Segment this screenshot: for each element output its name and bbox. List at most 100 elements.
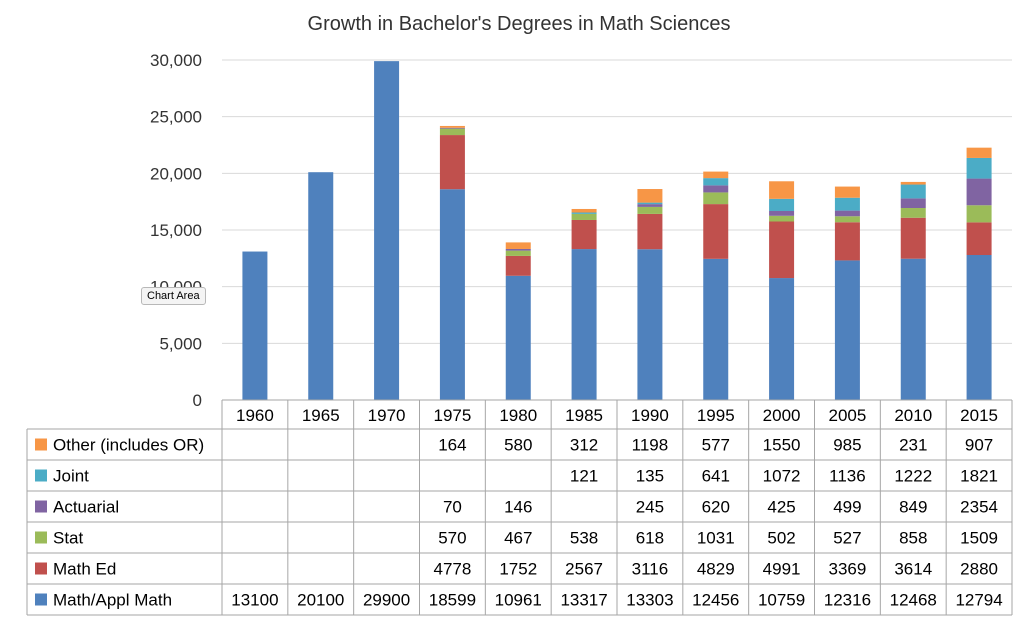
legend-key	[35, 438, 47, 451]
legend-key	[35, 469, 47, 482]
category-label: 2005	[829, 406, 867, 425]
bar-segment	[703, 185, 729, 193]
data-table-cell: 29900	[363, 591, 410, 610]
bar-segment	[900, 258, 926, 400]
data-table-cell: 620	[702, 498, 730, 517]
data-table-cell: 13303	[626, 591, 673, 610]
bar-segment	[769, 210, 795, 216]
bar-segment	[769, 221, 795, 279]
bar-segment	[439, 135, 465, 190]
bar-segment	[900, 217, 926, 259]
data-table-cell: 1821	[960, 467, 998, 486]
bar-segment	[637, 202, 663, 205]
series-name: Actuarial	[53, 498, 119, 517]
series-name: Joint	[53, 467, 89, 486]
data-table-cell: 527	[833, 529, 861, 548]
data-table-cell: 13100	[231, 591, 278, 610]
bar-segment	[703, 171, 729, 179]
category-label: 2010	[894, 406, 932, 425]
data-table-cell: 502	[767, 529, 795, 548]
y-tick-label: 15,000	[150, 221, 202, 240]
data-table-cell: 121	[570, 467, 598, 486]
data-table-cell: 3614	[894, 560, 932, 579]
bar-segment	[834, 260, 860, 400]
bar-segment	[834, 210, 860, 217]
data-table-cell: 1222	[894, 467, 932, 486]
bar-segment	[637, 206, 663, 214]
bar-segment	[966, 222, 992, 256]
series-name: Stat	[53, 529, 84, 548]
bar-segment	[966, 205, 992, 223]
bar-segment	[439, 189, 465, 400]
bar-segment	[966, 255, 992, 400]
data-table-cell: 618	[636, 529, 664, 548]
data-table-cell: 2567	[565, 560, 603, 579]
y-tick-label: 0	[193, 391, 202, 410]
data-table-cell: 164	[438, 436, 466, 455]
data-table-cell: 12456	[692, 591, 739, 610]
bar-segment	[703, 258, 729, 400]
bar-segment	[505, 255, 531, 276]
data-table-cell: 3369	[829, 560, 867, 579]
data-table-cell: 3116	[632, 560, 669, 579]
data-table-cell: 425	[767, 498, 795, 517]
bar-segment	[505, 250, 531, 256]
bar-segment	[769, 181, 795, 199]
category-label: 1985	[565, 406, 603, 425]
bar-segment	[703, 204, 729, 259]
data-table-cell: 312	[570, 436, 598, 455]
bar-segment	[769, 215, 795, 222]
bar-segment	[439, 127, 465, 129]
data-table-cell: 12794	[955, 591, 1002, 610]
chart-area-tooltip: Chart Area	[141, 287, 206, 305]
data-table-cell: 849	[899, 498, 927, 517]
y-tick-label: 25,000	[150, 108, 202, 127]
bar-segment	[505, 248, 531, 251]
data-table-cell: 641	[702, 467, 730, 486]
data-table-cell: 135	[636, 467, 664, 486]
bar-segment	[439, 125, 465, 128]
bar-segment	[834, 197, 860, 211]
series-name: Other (includes OR)	[53, 436, 204, 455]
category-label: 1965	[302, 406, 340, 425]
bar-segment	[966, 157, 992, 179]
data-table-cell: 13317	[560, 591, 607, 610]
category-label: 1995	[697, 406, 735, 425]
bar-segment	[571, 249, 597, 400]
bars	[242, 61, 992, 401]
data-table-cell: 1072	[763, 467, 801, 486]
bar-segment	[834, 216, 860, 223]
bar-segment	[966, 178, 992, 206]
bar-segment	[900, 181, 926, 185]
bar-segment	[900, 198, 926, 209]
data-table-cell: 1509	[960, 529, 998, 548]
y-tick-label: 20,000	[150, 164, 202, 183]
data-table-cell: 4991	[763, 560, 801, 579]
legend-key	[35, 531, 47, 544]
bar-segment	[242, 251, 268, 400]
legend-key	[35, 500, 47, 513]
bar-segment	[505, 275, 531, 400]
bar-segment	[571, 208, 597, 213]
data-table-cell: 580	[504, 436, 532, 455]
bar-segment	[505, 242, 531, 249]
bar-segment	[637, 189, 663, 203]
data-table-cell: 1550	[763, 436, 801, 455]
bar-segment	[703, 178, 729, 186]
legend-key	[35, 593, 47, 606]
y-tick-label: 5,000	[159, 334, 202, 353]
data-table-cell: 18599	[429, 591, 476, 610]
data-table-cell: 10759	[758, 591, 805, 610]
data-table-cell: 858	[899, 529, 927, 548]
data-table-cell: 70	[443, 498, 462, 517]
data-table-cell: 538	[570, 529, 598, 548]
data-table-cell: 1136	[829, 467, 866, 486]
data-table-cell: 146	[504, 498, 532, 517]
data-table-cell: 12316	[824, 591, 871, 610]
bar-segment	[900, 184, 926, 199]
bar-segment	[900, 208, 926, 218]
bar-segment	[571, 219, 597, 250]
bar-segment	[308, 172, 334, 400]
